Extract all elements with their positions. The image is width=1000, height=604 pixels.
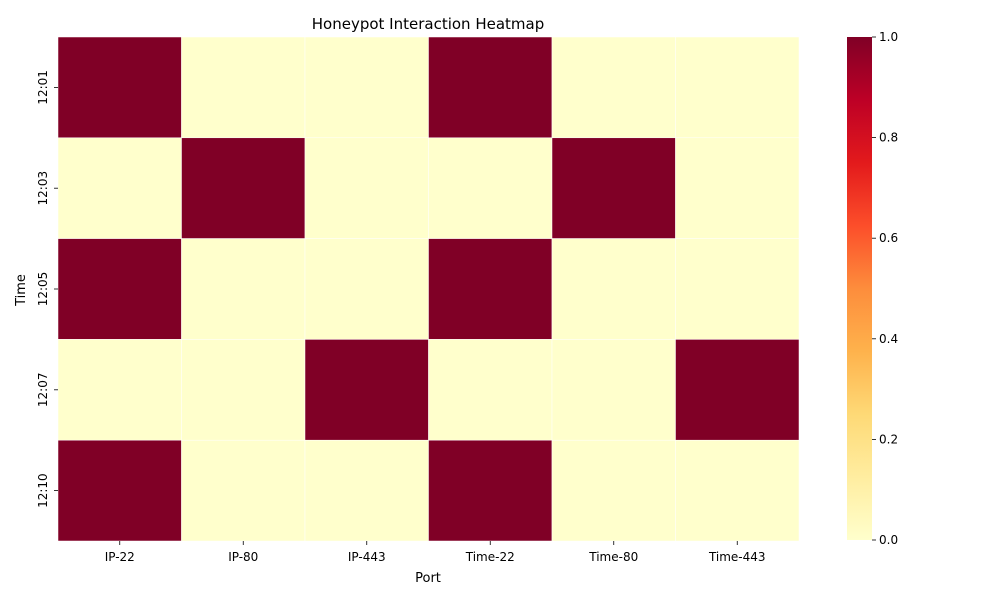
heatmap-cell [551, 36, 676, 139]
heatmap-cell [304, 36, 429, 139]
x-tick-label: IP-443 [348, 550, 386, 564]
y-tick-label: 12:10 [36, 473, 50, 508]
colorbar-tick-label: 0.2 [879, 432, 898, 446]
x-tick-label: Time-22 [465, 550, 515, 564]
heatmap-cell [181, 339, 306, 441]
heatmap-cell [304, 339, 429, 441]
heatmap-cell [57, 339, 182, 441]
heatmap-cell [304, 439, 429, 542]
heatmap-cell [551, 137, 676, 239]
heatmap-cell [428, 439, 553, 542]
heatmap-cell [551, 439, 676, 542]
x-tick-label: Time-443 [708, 550, 766, 564]
colorbar-tick-label: 0.4 [879, 332, 898, 346]
heatmap-cell [57, 137, 182, 239]
heatmap-cell [57, 36, 182, 139]
colorbar-ticks: 0.0 0.2 0.4 0.6 0.8 1.0 [872, 30, 898, 547]
colorbar-tick-label: 1.0 [879, 30, 898, 44]
heatmap-cell [428, 137, 553, 239]
x-axis-label: Port [415, 571, 441, 586]
y-tick-label: 12:05 [36, 272, 50, 307]
colorbar: 0.0 0.2 0.4 0.6 0.8 1.0 [847, 30, 898, 547]
heatmap-cell [428, 36, 553, 139]
heatmap-cell [675, 339, 800, 441]
heatmap-cell [57, 238, 182, 340]
colorbar-tick-label: 0.6 [879, 231, 898, 245]
heatmap-cell [675, 439, 800, 542]
heatmap-cell [181, 238, 306, 340]
heatmap-cell [675, 137, 800, 239]
heatmap-cell [428, 339, 553, 441]
heatmap-cell [675, 36, 800, 139]
chart-title: Honeypot Interaction Heatmap [312, 15, 544, 33]
heatmap-cell [181, 36, 306, 139]
y-tick-label: 12:01 [36, 70, 50, 105]
y-tick-label: 12:07 [36, 373, 50, 408]
heatmap-cell [551, 339, 676, 441]
heatmap-cell [304, 238, 429, 340]
y-axis-label: Time [14, 274, 29, 307]
colorbar-tick-label: 0.8 [879, 131, 898, 145]
x-axis-ticks: IP-22 IP-80 IP-443 Time-22 Time-80 Time-443 [105, 541, 766, 564]
x-tick-label: IP-22 [105, 550, 135, 564]
colorbar-gradient [847, 37, 872, 540]
heatmap-cell [181, 137, 306, 239]
heatmap-cell [57, 439, 182, 542]
y-axis-ticks: 12:01 12:03 12:05 12:07 12:10 [36, 70, 58, 508]
heatmap-cells [57, 36, 800, 542]
y-tick-label: 12:03 [36, 171, 50, 206]
heatmap-cell [428, 238, 553, 340]
heatmap-cell [181, 439, 306, 542]
x-tick-label: Time-80 [588, 550, 638, 564]
heatmap-cell [304, 137, 429, 239]
heatmap-cell [675, 238, 800, 340]
x-tick-label: IP-80 [228, 550, 258, 564]
heatmap-cell [551, 238, 676, 340]
colorbar-tick-label: 0.0 [879, 533, 898, 547]
